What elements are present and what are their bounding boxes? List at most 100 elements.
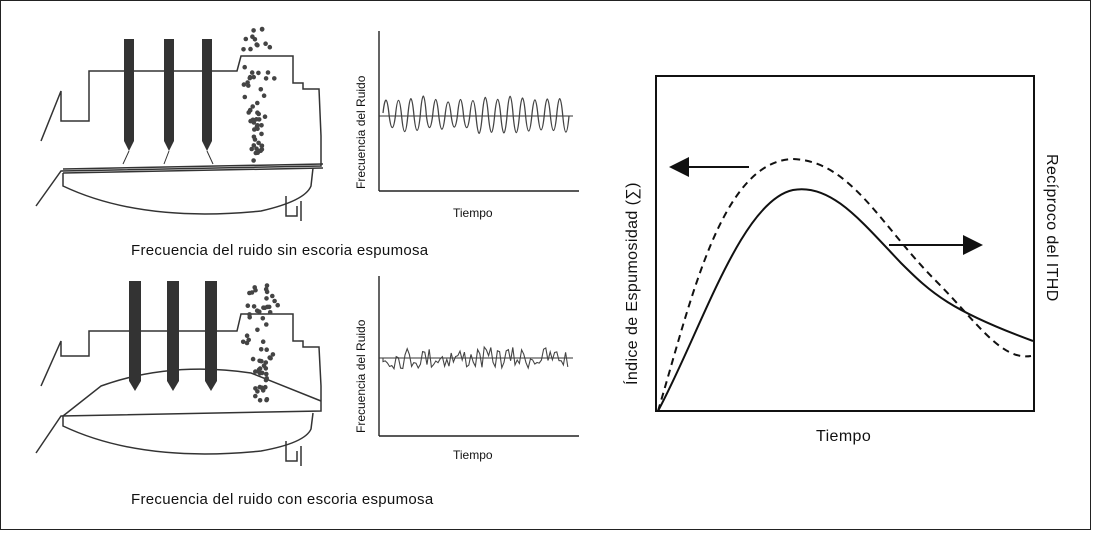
particle [242, 94, 248, 100]
particle [272, 298, 277, 304]
particle [264, 347, 270, 353]
particle [251, 74, 256, 80]
particle [254, 42, 259, 47]
particle [263, 41, 268, 46]
chart-plot-box [655, 75, 1035, 412]
particle [259, 131, 264, 137]
particle [257, 309, 262, 315]
caption-top: Frecuencia del ruido sin escoria espumos… [131, 242, 429, 259]
particle [255, 389, 260, 394]
particle [264, 371, 269, 377]
particle [264, 397, 270, 402]
electrodes-top [122, 39, 214, 165]
particle [253, 393, 258, 399]
particle [253, 287, 258, 293]
particle [248, 46, 253, 52]
noise-plot-bottom: Frecuencia del Ruido Tiempo [354, 276, 579, 462]
particle [270, 293, 275, 299]
particle [249, 146, 254, 152]
particle [247, 315, 252, 320]
particle [259, 143, 265, 149]
particle [242, 64, 247, 70]
particle [256, 70, 261, 76]
particle [263, 366, 269, 371]
particle [245, 303, 251, 309]
particle [262, 114, 268, 119]
particle [256, 140, 261, 146]
particle [264, 283, 270, 288]
particle [240, 339, 246, 345]
particle [243, 36, 249, 42]
particle [260, 339, 266, 345]
curve-ithd-reciprocal [657, 157, 1032, 412]
additive-particles-bottom [240, 283, 281, 403]
chart-ylabel-left: Índice de Espumosidad (∑) [622, 182, 641, 385]
particle [264, 322, 269, 327]
particle [261, 93, 267, 98]
particle [251, 28, 256, 33]
particle [258, 87, 264, 92]
noise-plot-top: Frecuencia del Ruido Tiempo [354, 31, 579, 220]
particle [241, 47, 246, 52]
particle [260, 388, 266, 393]
particle [255, 327, 260, 333]
particle [249, 70, 255, 75]
particle [251, 143, 257, 148]
particle [245, 80, 250, 85]
chart-xlabel: Tiempo [816, 428, 871, 445]
particle [254, 100, 260, 106]
caption-bottom: Frecuencia del ruido con escoria espumos… [131, 491, 434, 508]
particle [264, 289, 270, 295]
particle [254, 117, 259, 122]
particle [264, 376, 270, 381]
foaming-index-chart: Tiempo Índice de Espumosidad (∑) Recípro… [622, 75, 1060, 445]
particle [259, 123, 264, 128]
particle [244, 333, 250, 339]
particle [259, 27, 265, 32]
particle [267, 355, 273, 360]
particle [263, 360, 269, 365]
particle [255, 110, 260, 115]
particle [257, 358, 262, 364]
particle [272, 76, 277, 81]
particle [247, 108, 253, 113]
particle [265, 70, 271, 75]
particle [257, 366, 263, 371]
particle [275, 302, 281, 308]
particle [264, 296, 269, 301]
particle [259, 370, 265, 376]
particle [263, 76, 269, 81]
particle [250, 356, 256, 362]
noise-plot-bottom-ylabel: Frecuencia del Ruido [354, 319, 368, 433]
particle [247, 290, 252, 296]
electrodes-bottom [129, 281, 217, 391]
furnace-top-illustration [35, 55, 324, 221]
particle [250, 104, 255, 109]
curve-foaming-index [657, 188, 1034, 412]
particle [253, 150, 259, 156]
particle [257, 398, 263, 403]
particle [267, 310, 273, 315]
chart-ylabel-right: Recíproco del ITHD [1043, 154, 1060, 302]
particle [250, 117, 256, 123]
particle [252, 137, 258, 142]
particle [253, 369, 258, 374]
particle [244, 340, 250, 346]
particle [254, 146, 259, 151]
noise-plot-bottom-xlabel: Tiempo [453, 448, 493, 462]
particle [241, 82, 247, 87]
particle [260, 316, 266, 321]
particle [270, 352, 276, 357]
noise-plot-top-xlabel: Tiempo [453, 206, 493, 220]
noise-signal-top [382, 95, 570, 135]
particle [267, 44, 273, 50]
additive-particles-top [241, 26, 277, 163]
particle [251, 158, 256, 163]
particle [247, 74, 253, 80]
particle [262, 305, 268, 311]
particle [251, 304, 257, 309]
particle [259, 147, 265, 152]
noise-plot-top-ylabel: Frecuencia del Ruido [354, 75, 368, 189]
